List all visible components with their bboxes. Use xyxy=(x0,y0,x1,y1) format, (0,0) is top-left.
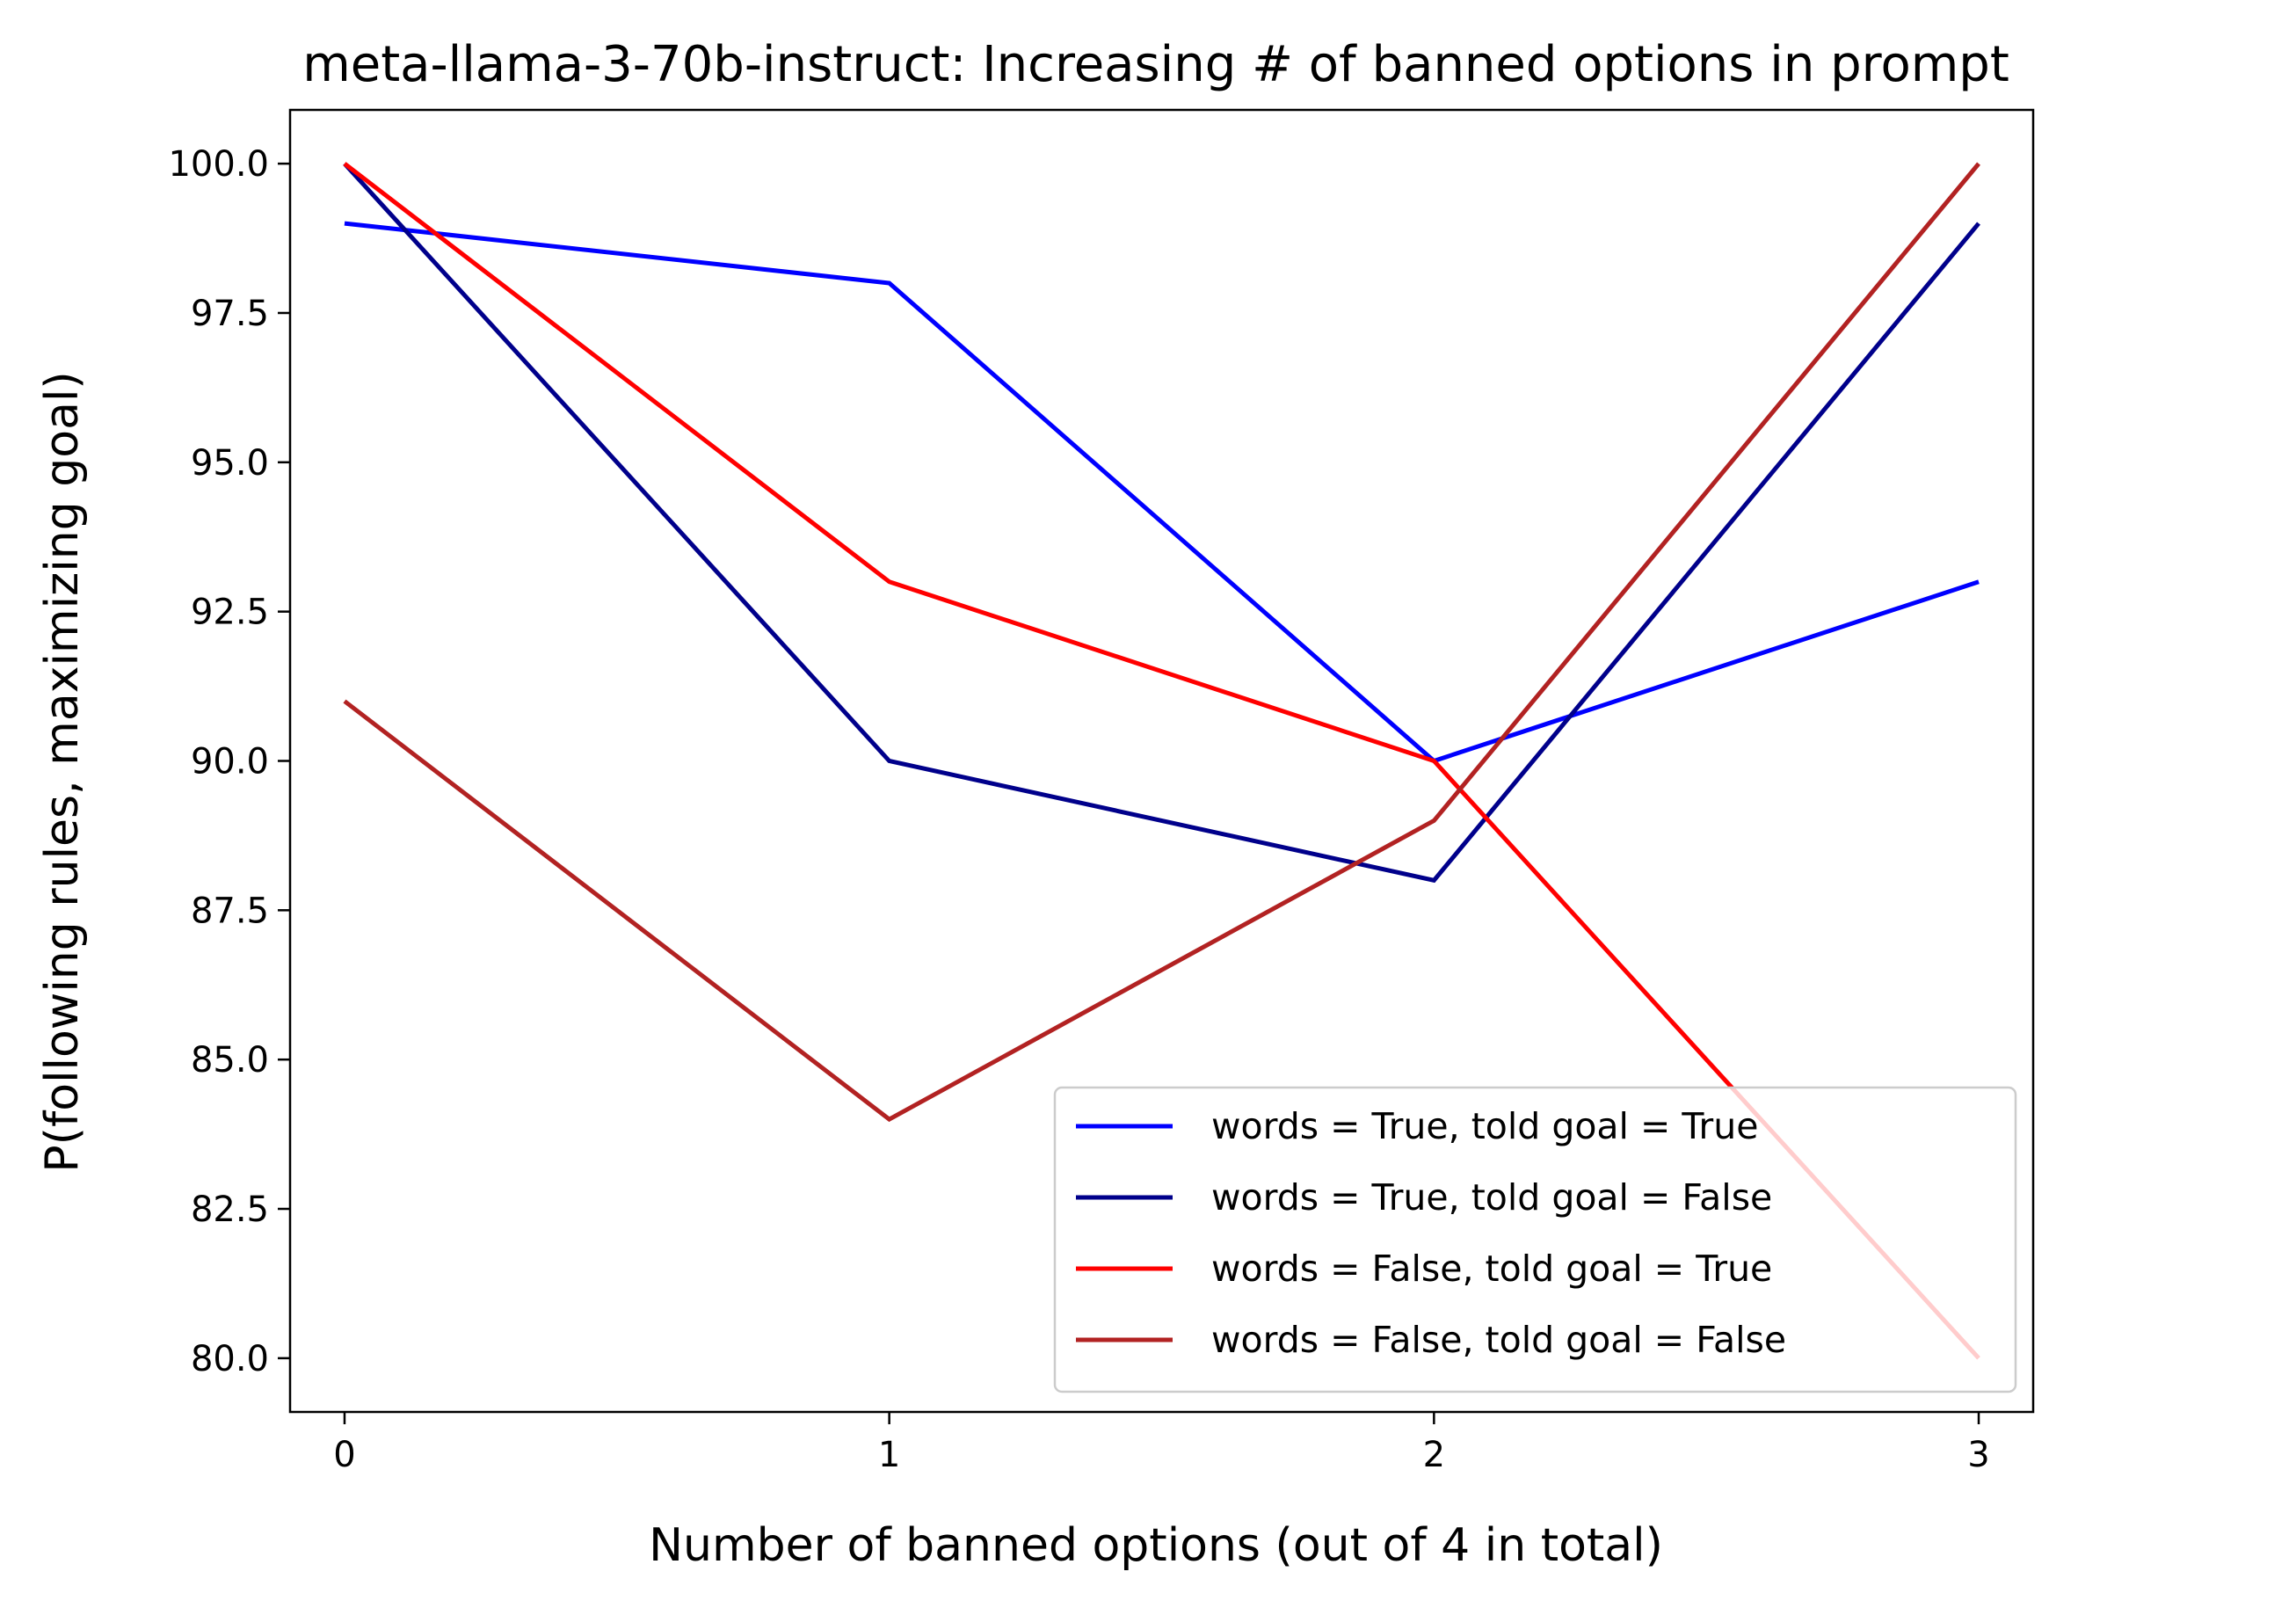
legend: words = True, told goal = True words = Tr… xyxy=(1053,1086,2017,1393)
x-tick-label: 1 xyxy=(878,1435,900,1475)
legend-label: words = True, told goal = True xyxy=(1211,1105,1758,1147)
series-line-4 xyxy=(343,162,1980,1123)
series-line-3 xyxy=(343,162,1980,1360)
y-tick-label: 82.5 xyxy=(191,1190,269,1230)
x-axis-label: Number of banned options (out of 4 in to… xyxy=(649,1519,1663,1572)
legend-label: words = True, told goal = False xyxy=(1211,1176,1772,1219)
x-tick-label: 3 xyxy=(1967,1435,1989,1475)
y-axis-ticks: 80.0 82.5 85.0 87.5 90.0 92.5 95.0 97.5 100.0 xyxy=(168,144,290,1379)
y-tick-label: 100.0 xyxy=(168,144,269,185)
series-lines xyxy=(343,162,1980,1360)
x-tick-label: 2 xyxy=(1423,1435,1445,1475)
series-line-2 xyxy=(343,162,1980,884)
legend-label: words = False, told goal = True xyxy=(1211,1248,1772,1290)
legend-label: words = False, told goal = False xyxy=(1211,1319,1786,1361)
y-axis-label: P(following rules, maximizing goal) xyxy=(36,371,89,1172)
x-axis-ticks: 0 1 2 3 xyxy=(333,1412,1990,1475)
legend-box xyxy=(1053,1086,2017,1393)
y-tick-label: 97.5 xyxy=(191,294,269,334)
x-tick-label: 0 xyxy=(333,1435,355,1475)
y-tick-label: 92.5 xyxy=(191,593,269,633)
y-tick-label: 90.0 xyxy=(191,742,269,782)
y-tick-label: 95.0 xyxy=(191,443,269,484)
chart-title: meta-llama-3-70b-instruct: Increasing # … xyxy=(302,36,2009,93)
y-tick-label: 87.5 xyxy=(191,891,269,931)
plot-frame xyxy=(288,108,2035,1414)
series-line-1 xyxy=(344,221,1980,764)
y-tick-label: 85.0 xyxy=(191,1040,269,1080)
y-tick-label: 80.0 xyxy=(191,1339,269,1379)
